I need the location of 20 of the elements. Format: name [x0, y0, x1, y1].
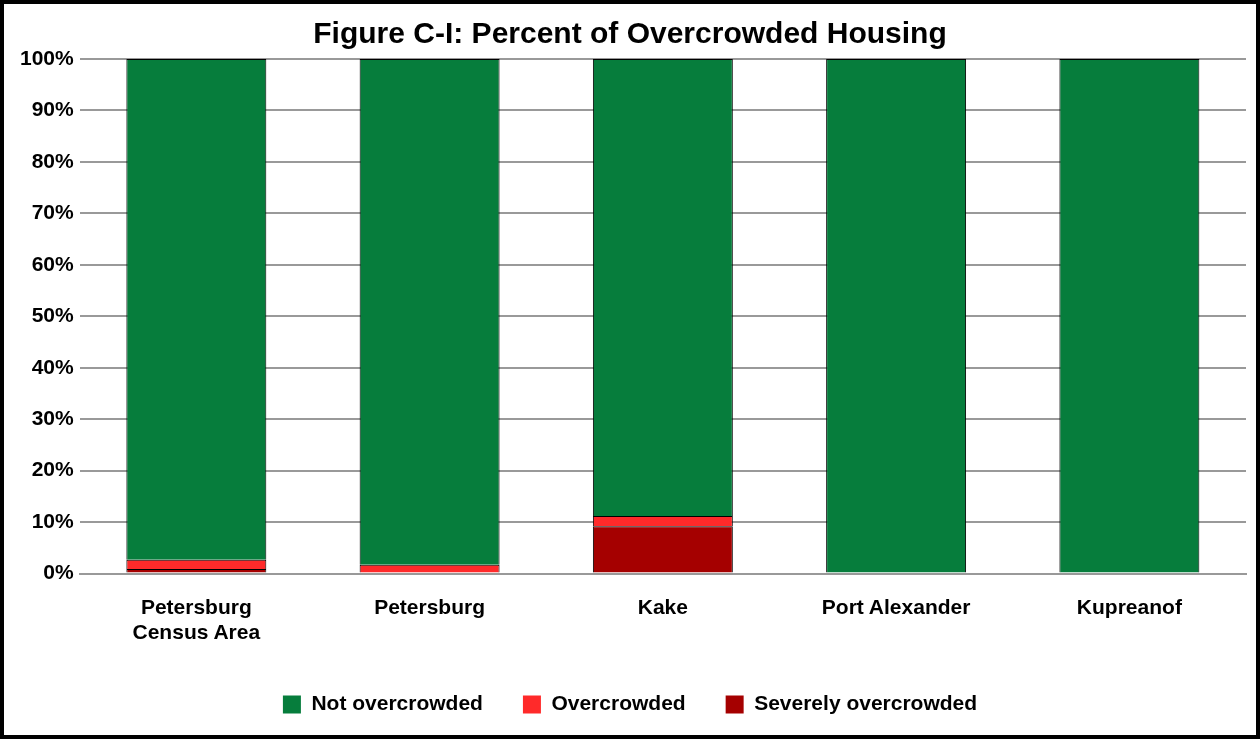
x-tick-label: Kake	[637, 595, 688, 618]
x-tick-label: Kupreanof	[1076, 595, 1183, 618]
y-tick-label: 30%	[31, 406, 75, 430]
y-tick-label: 20%	[31, 457, 75, 481]
x-tick-label: Petersburg Census Area	[132, 595, 261, 644]
y-tick-label: 80%	[31, 148, 75, 172]
y-tick-label: 60%	[31, 251, 75, 275]
y-tick-label: 50%	[31, 303, 75, 327]
legend-label: Not overcrowded	[311, 691, 483, 715]
y-tick-label: 10%	[31, 508, 75, 532]
legend-label: Severely overcrowded	[754, 691, 978, 715]
y-tick-label: 70%	[31, 200, 75, 224]
x-tick-label: Port Alexander	[821, 595, 971, 618]
y-tick-label: 100%	[19, 45, 75, 69]
chart-title: Figure C-I: Percent of Overcrowded Housing	[313, 16, 947, 50]
y-tick-label: 90%	[31, 97, 75, 121]
x-tick-label: Petersburg	[374, 595, 486, 618]
y-tick-label: 0%	[43, 560, 75, 584]
y-tick-label: 40%	[31, 354, 75, 378]
legend-label: Overcrowded	[551, 691, 686, 715]
